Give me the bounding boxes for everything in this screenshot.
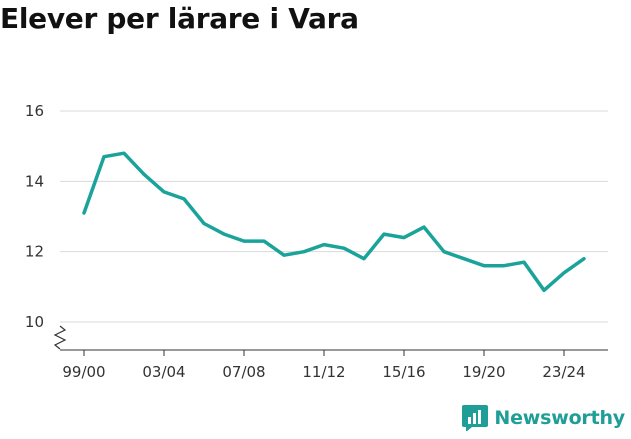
data-point (443, 250, 446, 253)
data-point (263, 240, 266, 243)
data-point (303, 250, 306, 253)
brand-name: Newsworthy (494, 407, 625, 429)
data-point (83, 211, 86, 214)
x-tick-label: 23/24 (542, 363, 585, 381)
data-point (323, 243, 326, 246)
data-point (163, 190, 166, 193)
y-tick-label: 12 (25, 243, 44, 261)
data-point (423, 226, 426, 229)
x-tick-label: 19/20 (462, 363, 505, 381)
newsworthy-icon (462, 405, 489, 431)
x-axis-ticks: 99/00 03/04 07/08 11/12 15/16 19/20 23/24 (62, 350, 586, 381)
gridlines (60, 110, 608, 323)
data-point (383, 233, 386, 236)
data-point (403, 236, 406, 239)
data-point (463, 257, 466, 260)
data-point (583, 257, 586, 260)
data-point (543, 289, 546, 292)
y-tick-label: 14 (25, 172, 44, 190)
data-point (343, 247, 346, 250)
y-tick-label: 10 (25, 313, 44, 331)
y-axis-ticks: 10 12 14 16 (25, 102, 44, 331)
series-group (82, 151, 586, 293)
data-point (223, 233, 226, 236)
data-point (243, 240, 246, 243)
x-tick-label: 99/00 (62, 363, 105, 381)
newsworthy-logo: Newsworthy (462, 405, 625, 431)
data-point (283, 254, 286, 257)
data-point (503, 264, 506, 267)
x-tick-label: 15/16 (382, 363, 425, 381)
data-point (143, 173, 146, 176)
data-point (103, 155, 106, 158)
x-tick-label: 03/04 (142, 363, 185, 381)
data-point (363, 257, 366, 260)
y-tick-label: 16 (25, 102, 44, 120)
x-tick-label: 07/08 (222, 363, 265, 381)
series-line (82, 151, 586, 293)
axis-break-symbol (53, 325, 67, 350)
chart-title: Elever per lärare i Vara (0, 2, 359, 35)
data-point (123, 152, 126, 155)
data-point (183, 197, 186, 200)
data-point (523, 261, 526, 264)
x-tick-label: 11/12 (302, 363, 345, 381)
data-point (563, 271, 566, 274)
x-axis (53, 325, 608, 351)
data-point (203, 222, 206, 225)
data-point (483, 264, 486, 267)
